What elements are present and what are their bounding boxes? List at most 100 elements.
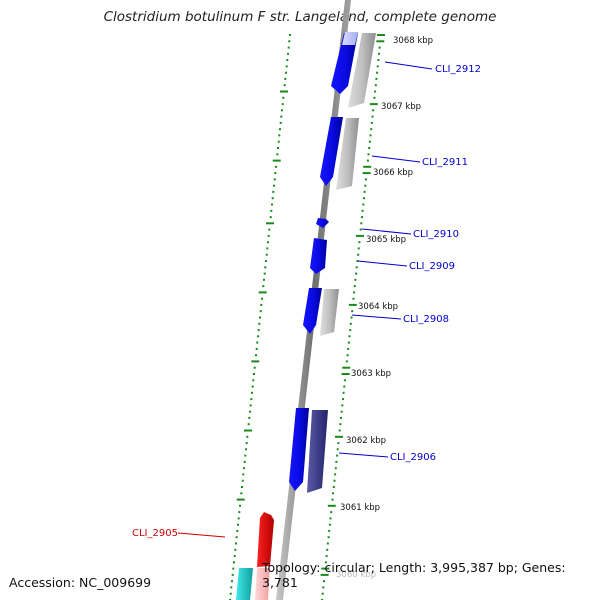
tick-mark (334, 473, 337, 476)
cds-red-arrow[interactable] (257, 512, 274, 567)
inner-tick-ring (229, 34, 291, 600)
tick-mark (282, 96, 285, 99)
tick-mark (340, 416, 342, 419)
tick-mark (342, 366, 351, 369)
tick-mark (245, 448, 247, 451)
tick-mark (242, 473, 245, 476)
cds-cli-2910-arrow[interactable] (316, 218, 329, 228)
tick-mark (342, 398, 344, 401)
tick-mark (270, 209, 273, 212)
tick-mark (361, 216, 363, 219)
tick-mark (360, 222, 363, 225)
tick-mark (252, 379, 255, 382)
accession-text: Accession: NC_009699 (9, 575, 152, 590)
tick-mark (370, 128, 373, 131)
cds-light-arrow[interactable] (342, 32, 358, 45)
tick-mark (236, 498, 245, 501)
tick-mark (366, 159, 369, 162)
tick-mark (255, 347, 258, 350)
cds-cli-2908-arrow[interactable] (303, 288, 322, 334)
tick-mark (272, 159, 281, 162)
tick-mark (337, 442, 340, 445)
tick-mark (357, 247, 360, 250)
cds-cyan-block[interactable] (236, 568, 253, 600)
tick-mark (244, 429, 252, 432)
tick-mark (328, 529, 331, 532)
tick-mark (346, 354, 349, 357)
tick-mark (358, 241, 361, 244)
gene-label-cli-2905[interactable]: CLI_2905 (132, 528, 178, 539)
tick-mark (347, 341, 350, 344)
tick-mark (278, 134, 281, 137)
cds-pink-block[interactable] (255, 568, 270, 600)
gene-label-cli-2911[interactable]: CLI_2911 (422, 157, 468, 168)
tick-mark (371, 115, 374, 118)
cds-purple-block[interactable] (307, 410, 328, 493)
tick-mark (336, 454, 339, 457)
tick-mark (367, 153, 370, 156)
tick-mark (248, 416, 251, 419)
leader-line-cli-2906 (338, 452, 389, 458)
tick-mark (232, 567, 235, 570)
cds-gray-block-2[interactable] (336, 118, 359, 190)
gene-label-cli-2906[interactable]: CLI_2906 (390, 452, 436, 463)
tick-mark (255, 354, 257, 357)
tick-mark (266, 222, 274, 225)
tick-mark (274, 172, 277, 175)
tick-mark (327, 504, 336, 507)
tick-mark (279, 121, 282, 124)
tick-mark (354, 278, 357, 281)
cds-gray-block-3[interactable] (320, 289, 339, 336)
tick-mark (349, 329, 352, 332)
tick-mark (269, 216, 272, 219)
cds-cli-2906-arrow[interactable] (289, 408, 309, 491)
tick-label: 3067 kbp (381, 102, 421, 112)
tick-mark (368, 147, 371, 149)
tick-mark (238, 511, 241, 514)
gene-label-cli-2912[interactable]: CLI_2912 (435, 64, 481, 75)
tick-label: 3064 kbp (358, 302, 398, 312)
gene-label-cli-2909[interactable]: CLI_2909 (409, 261, 455, 272)
tick-mark (364, 184, 367, 187)
tick-label: 3063 kbp (351, 369, 391, 379)
gene-label-cli-2908[interactable]: CLI_2908 (403, 314, 449, 325)
tick-mark (256, 341, 259, 344)
cds-track-forward (289, 32, 358, 491)
tick-mark (363, 197, 365, 200)
tick-mark (357, 253, 360, 256)
tick-mark (335, 460, 338, 463)
tick-mark (348, 303, 357, 306)
leader-line-cli-2910 (361, 228, 412, 235)
tick-mark (348, 335, 351, 338)
tick-mark (259, 310, 262, 313)
cds-cli-2909-arrow[interactable] (310, 238, 327, 274)
tick-mark (329, 517, 332, 520)
gene-label-cli-2910[interactable]: CLI_2910 (413, 229, 459, 240)
tick-label: 3062 kbp (346, 436, 386, 446)
genome-summary-text: Topology: circular; Length: 3,995,387 bp… (262, 560, 566, 590)
cds-cli-2912-arrow[interactable] (331, 33, 358, 94)
tick-mark (265, 253, 268, 256)
tick-mark (372, 109, 375, 112)
tick-mark (289, 34, 291, 36)
cds-cli-2911-arrow[interactable] (320, 117, 343, 186)
tick-mark (374, 90, 377, 93)
gene-leader-lines (177, 61, 433, 538)
tick-mark (235, 536, 238, 539)
leader-line-cli-2905 (177, 532, 226, 538)
tick-mark (265, 260, 267, 262)
tick-mark (236, 529, 239, 532)
gene-labels: CLI_2912 CLI_2911 CLI_2910 CLI_2909 CLI_… (132, 64, 481, 539)
tick-mark (369, 103, 378, 106)
tick-mark (251, 385, 254, 388)
outer-tick-ring (320, 34, 385, 600)
tick-mark (230, 586, 233, 589)
tick-mark (362, 172, 371, 175)
tick-labels: 3068 kbp 3067 kbp 3066 kbp 3065 kbp 3064… (336, 36, 433, 580)
tick-mark (233, 561, 235, 564)
tick-mark (266, 247, 269, 250)
tick-mark (263, 272, 266, 275)
cds-gray-block-1[interactable] (348, 33, 376, 108)
tick-mark (345, 360, 348, 363)
tick-mark (361, 209, 364, 212)
